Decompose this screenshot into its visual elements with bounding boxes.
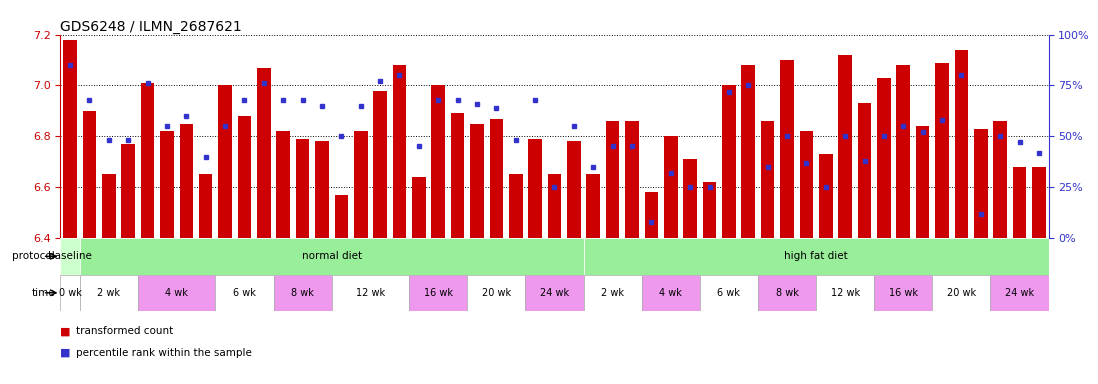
Bar: [335, 195, 348, 238]
Bar: [877, 78, 890, 238]
Bar: [994, 121, 1007, 238]
Text: ■: ■: [60, 326, 71, 336]
Bar: [470, 124, 484, 238]
Text: 6 wk: 6 wk: [233, 288, 256, 298]
Bar: [138, 275, 215, 311]
Bar: [219, 86, 232, 238]
Bar: [1012, 167, 1027, 238]
Text: 6 wk: 6 wk: [717, 288, 740, 298]
Bar: [509, 174, 523, 238]
Bar: [916, 126, 929, 238]
Bar: [295, 139, 310, 238]
Text: 16 wk: 16 wk: [888, 288, 918, 298]
Bar: [451, 113, 464, 238]
Text: 2 wk: 2 wk: [601, 288, 624, 298]
Bar: [64, 40, 77, 238]
Bar: [641, 275, 699, 311]
Bar: [722, 86, 736, 238]
Bar: [277, 131, 290, 238]
Bar: [122, 144, 135, 238]
Bar: [160, 131, 173, 238]
Text: ■: ■: [60, 348, 71, 358]
Bar: [315, 141, 328, 238]
Text: high fat diet: high fat diet: [784, 251, 848, 262]
Bar: [606, 121, 619, 238]
Bar: [354, 131, 368, 238]
Text: 4 wk: 4 wk: [659, 288, 682, 298]
Bar: [874, 275, 932, 311]
Bar: [82, 111, 97, 238]
Bar: [215, 275, 273, 311]
Text: transformed count: transformed count: [76, 326, 173, 336]
Text: GDS6248 / ILMN_2687621: GDS6248 / ILMN_2687621: [60, 20, 243, 33]
Text: protocol: protocol: [12, 251, 55, 262]
Text: 16 wk: 16 wk: [424, 288, 452, 298]
Bar: [645, 192, 658, 238]
Text: normal diet: normal diet: [302, 251, 361, 262]
Bar: [858, 103, 872, 238]
Bar: [102, 174, 115, 238]
Bar: [528, 139, 542, 238]
Bar: [567, 141, 581, 238]
Bar: [586, 174, 600, 238]
Bar: [935, 63, 949, 238]
Bar: [819, 154, 832, 238]
Text: time: time: [31, 288, 55, 298]
Bar: [761, 121, 774, 238]
Bar: [548, 174, 561, 238]
Bar: [526, 275, 583, 311]
Bar: [60, 275, 80, 311]
Bar: [896, 65, 910, 238]
Bar: [932, 275, 990, 311]
Bar: [758, 275, 816, 311]
Bar: [699, 275, 758, 311]
Bar: [1032, 167, 1045, 238]
Text: 2 wk: 2 wk: [98, 288, 121, 298]
Bar: [703, 182, 716, 238]
Bar: [839, 55, 852, 238]
Bar: [141, 83, 155, 238]
Bar: [683, 159, 697, 238]
Bar: [816, 275, 874, 311]
Bar: [954, 50, 968, 238]
Bar: [583, 238, 1049, 275]
Bar: [583, 275, 641, 311]
Bar: [974, 129, 987, 238]
Bar: [180, 124, 193, 238]
Bar: [625, 121, 639, 238]
Bar: [257, 68, 270, 238]
Bar: [990, 275, 1049, 311]
Bar: [60, 238, 80, 275]
Text: 20 wk: 20 wk: [482, 288, 511, 298]
Text: baseline: baseline: [48, 251, 92, 262]
Bar: [412, 177, 426, 238]
Bar: [664, 136, 677, 238]
Bar: [237, 116, 251, 238]
Bar: [373, 91, 386, 238]
Text: 8 wk: 8 wk: [291, 288, 314, 298]
Bar: [80, 238, 583, 275]
Text: 20 wk: 20 wk: [946, 288, 976, 298]
Bar: [199, 174, 213, 238]
Bar: [781, 60, 794, 238]
Bar: [468, 275, 526, 311]
Text: percentile rank within the sample: percentile rank within the sample: [76, 348, 251, 358]
Text: 4 wk: 4 wk: [165, 288, 188, 298]
Bar: [273, 275, 332, 311]
Bar: [490, 119, 503, 238]
Bar: [799, 131, 814, 238]
Text: 12 wk: 12 wk: [356, 288, 385, 298]
Bar: [432, 86, 445, 238]
Text: 0 wk: 0 wk: [58, 288, 81, 298]
Text: 12 wk: 12 wk: [830, 288, 860, 298]
Bar: [741, 65, 755, 238]
Text: 24 wk: 24 wk: [540, 288, 569, 298]
Text: 8 wk: 8 wk: [775, 288, 798, 298]
Bar: [332, 275, 410, 311]
Text: 24 wk: 24 wk: [1005, 288, 1034, 298]
Bar: [80, 275, 138, 311]
Bar: [393, 65, 406, 238]
Bar: [410, 275, 468, 311]
